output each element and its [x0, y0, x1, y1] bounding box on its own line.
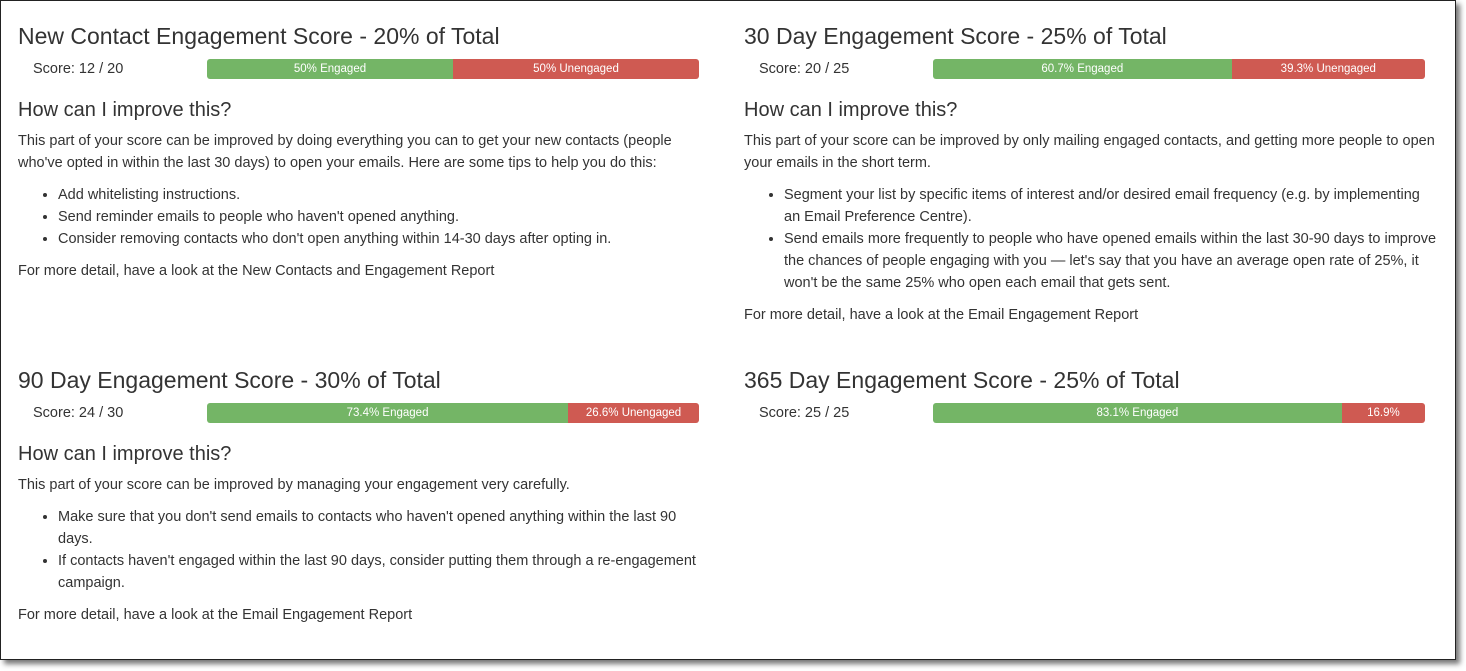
- score-row: Score: 24 / 30 73.4% Engaged 26.6% Unengag…: [18, 401, 718, 425]
- score-row: Score: 25 / 25 83.1% Engaged 16.9%: [744, 401, 1444, 425]
- score-panel: 90 Day Engagement Score - 30% of Total Sc…: [18, 365, 718, 626]
- score-label: Score: 25 / 25: [759, 405, 850, 421]
- score-panel: 30 Day Engagement Score - 25% of Total Sc…: [744, 21, 1444, 326]
- tips-list: Make sure that you don't send emails to …: [18, 506, 713, 594]
- tips-list: Segment your list by specific items of i…: [744, 184, 1439, 294]
- unengaged-segment: 50% Unengaged: [453, 59, 699, 79]
- tip: Send emails more frequently to people wh…: [784, 228, 1439, 294]
- panel-title: 90 Day Engagement Score - 30% of Total: [18, 367, 441, 393]
- panel-title: 365 Day Engagement Score - 25% of Total: [744, 367, 1180, 393]
- improve-heading: How can I improve this?: [18, 443, 232, 465]
- tip: Segment your list by specific items of i…: [784, 184, 1439, 228]
- engagement-bar: 73.4% Engaged 26.6% Unengaged: [207, 403, 699, 423]
- report-link-text: For more detail, have a look at the Emai…: [744, 307, 1139, 323]
- engaged-segment: 60.7% Engaged: [933, 59, 1232, 79]
- panel-title: New Contact Engagement Score - 20% of To…: [18, 23, 500, 49]
- score-panel: New Contact Engagement Score - 20% of To…: [18, 21, 718, 282]
- tip: Send reminder emails to people who haven…: [58, 206, 713, 228]
- report-link-text: For more detail, have a look at the Emai…: [18, 607, 413, 623]
- engagement-bar: 50% Engaged 50% Unengaged: [207, 59, 699, 79]
- score-row: Score: 12 / 20 50% Engaged 50% Unengaged: [18, 57, 718, 81]
- improve-heading: How can I improve this?: [18, 99, 232, 121]
- engagement-bar: 83.1% Engaged 16.9%: [933, 403, 1425, 423]
- unengaged-segment: 26.6% Unengaged: [568, 403, 699, 423]
- score-panel: 365 Day Engagement Score - 25% of Total S…: [744, 365, 1444, 425]
- unengaged-segment: 16.9%: [1341, 403, 1425, 423]
- engaged-segment: 83.1% Engaged: [933, 403, 1342, 423]
- report-link-text: For more detail, have a look at the New …: [18, 263, 495, 279]
- tips-list: Add whitelisting instructions.Send remin…: [18, 184, 713, 250]
- score-label: Score: 12 / 20: [33, 61, 124, 77]
- score-label: Score: 24 / 30: [33, 405, 124, 421]
- improve-heading: How can I improve this?: [744, 99, 958, 121]
- tip: Consider removing contacts who don't ope…: [58, 228, 713, 250]
- tip: If contacts haven't engaged within the l…: [58, 550, 713, 594]
- engaged-segment: 50% Engaged: [207, 59, 453, 79]
- panel-title: 30 Day Engagement Score - 25% of Total: [744, 23, 1167, 49]
- report-frame: New Contact Engagement Score - 20% of To…: [0, 0, 1456, 660]
- advice-paragraph: This part of your score can be improved …: [744, 133, 1435, 171]
- score-row: Score: 20 / 25 60.7% Engaged 39.3% Unengag…: [744, 57, 1444, 81]
- engaged-segment: 73.4% Engaged: [207, 403, 569, 423]
- unengaged-segment: 39.3% Unengaged: [1231, 59, 1425, 79]
- advice-paragraph: This part of your score can be improved …: [18, 477, 570, 493]
- advice-paragraph: This part of your score can be improved …: [18, 133, 672, 171]
- tip: Add whitelisting instructions.: [58, 184, 713, 206]
- tip: Make sure that you don't send emails to …: [58, 506, 713, 550]
- score-label: Score: 20 / 25: [759, 61, 850, 77]
- engagement-bar: 60.7% Engaged 39.3% Unengaged: [933, 59, 1425, 79]
